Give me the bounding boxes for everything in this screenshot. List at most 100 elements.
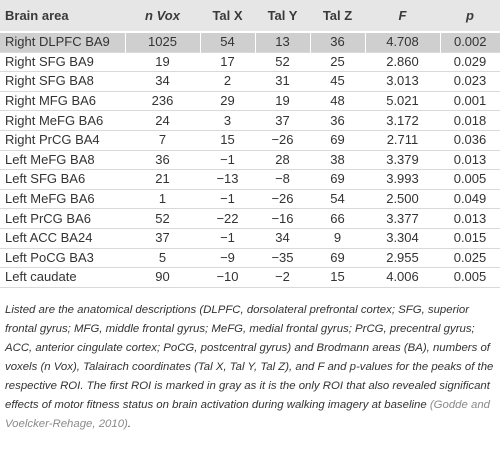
cell-f: 3.013 [386, 73, 419, 89]
cell-p: 0.013 [453, 151, 487, 167]
cell-tal-z: 15 [330, 269, 345, 285]
table-row: Left PrCG BA6 52 −22 −16 66 3.377 0.013 [0, 209, 500, 229]
table-row: Left MeFG BA6 1 −1 −26 54 2.500 0.049 [0, 189, 500, 209]
cell-tal-y: 52 [275, 53, 290, 69]
cell-brain-area: Right SFG BA8 [5, 73, 94, 89]
footnote-citation: (Godde and Voelcker-Rehage, 2010) [5, 399, 491, 430]
footnote-text: Listed are the anatomical descriptions (… [5, 304, 494, 411]
cell-f: 2.860 [386, 53, 419, 69]
table-row: Right SFG BA9 19 17 52 25 2.860 0.029 [0, 52, 500, 72]
cell-tal-z: 69 [330, 171, 345, 187]
cell-tal-x: 17 [220, 53, 235, 69]
cell-tal-z: 54 [330, 191, 345, 207]
table-row: Right DLPFC BA9 1025 54 13 36 4.708 0.002 [0, 32, 500, 53]
table-row: Left SFG BA6 21 −13 −8 69 3.993 0.005 [0, 170, 500, 190]
cell-tal-y: 31 [275, 73, 290, 89]
cell-tal-z: 36 [330, 112, 345, 128]
cell-brain-area: Right MFG BA6 [5, 93, 97, 109]
cell-f: 3.304 [386, 230, 419, 246]
cell-f: 4.708 [364, 32, 440, 53]
header-tal-x: Tal X [200, 0, 255, 33]
cell-tal-y: 19 [275, 93, 290, 109]
cell-tal-x: 15 [220, 132, 235, 148]
cell-tal-x: 29 [220, 93, 235, 109]
cell-tal-y: −35 [271, 249, 294, 265]
cell-tal-z: 36 [309, 32, 365, 53]
cell-brain-area: Right DLPFC BA9 [0, 32, 125, 53]
table-row: Right PrCG BA4 7 15 −26 69 2.711 0.036 [0, 130, 500, 151]
table-row: Left PoCG BA3 5 −9 −35 69 2.955 0.025 [0, 248, 500, 268]
cell-p: 0.036 [453, 132, 487, 148]
table-footnote: Listed are the anatomical descriptions (… [0, 297, 500, 434]
cell-f: 3.379 [386, 151, 419, 167]
cell-n-vox: 7 [158, 132, 167, 148]
cell-tal-y: −8 [275, 171, 290, 187]
cell-p: 0.025 [453, 249, 487, 265]
cell-f: 3.377 [386, 210, 419, 226]
table-body: Right DLPFC BA9 1025 54 13 36 4.708 0.002 Right… [0, 32, 500, 288]
cell-f: 2.500 [386, 191, 419, 207]
cell-tal-y: 28 [275, 151, 290, 167]
cell-tal-z: 9 [333, 230, 342, 246]
cell-p: 0.013 [453, 210, 487, 226]
header-p: p [440, 0, 500, 33]
cell-p: 0.049 [453, 191, 487, 207]
cell-n-vox: 34 [155, 73, 170, 89]
cell-p: 0.001 [453, 93, 487, 109]
cell-p: 0.005 [453, 269, 487, 285]
cell-brain-area: Left PrCG BA6 [5, 210, 91, 226]
cell-tal-z: 69 [330, 249, 345, 265]
header-brain-area: Brain area [0, 0, 125, 33]
cell-brain-area: Right MeFG BA6 [5, 112, 104, 128]
cell-tal-x: −1 [220, 230, 235, 246]
cell-tal-x: 3 [223, 112, 232, 128]
cell-n-vox: 24 [155, 112, 170, 128]
cell-brain-area: Left SFG BA6 [5, 171, 86, 187]
cell-n-vox: 1 [158, 191, 167, 207]
cell-brain-area: Left PoCG BA3 [5, 249, 94, 265]
cell-f: 2.711 [386, 132, 419, 148]
cell-p: 0.018 [453, 112, 487, 128]
cell-f: 5.021 [386, 93, 419, 109]
cell-n-vox: 52 [155, 210, 170, 226]
header-f: F [365, 0, 440, 33]
cell-tal-y: 34 [275, 230, 290, 246]
cell-f: 3.993 [386, 171, 419, 187]
cell-p: 0.015 [453, 230, 487, 246]
cell-tal-x: −9 [220, 249, 235, 265]
cell-tal-y: 37 [275, 112, 290, 128]
cell-tal-y: −16 [271, 210, 294, 226]
header-n-vox: n Vox [125, 0, 200, 33]
cell-tal-y: −26 [271, 191, 294, 207]
cell-tal-y: −2 [275, 269, 290, 285]
cell-tal-y: 13 [254, 32, 310, 53]
cell-tal-z: 38 [330, 151, 345, 167]
cell-tal-y: −26 [271, 132, 294, 148]
cell-n-vox: 19 [155, 53, 170, 69]
cell-brain-area: Right SFG BA9 [5, 53, 94, 69]
cell-tal-z: 69 [330, 132, 345, 148]
cell-n-vox: 5 [158, 249, 167, 265]
cell-p: 0.029 [453, 53, 487, 69]
table-row: Right MeFG BA6 24 3 37 36 3.172 0.018 [0, 111, 500, 131]
cell-brain-area: Left MeFG BA6 [5, 191, 95, 207]
table-row: Left MeFG BA8 36 −1 28 38 3.379 0.013 [0, 150, 500, 170]
table-row: Left caudate 90 −10 −2 15 4.006 0.005 [0, 268, 500, 288]
header-tal-y: Tal Y [255, 0, 310, 33]
cell-tal-x: 54 [199, 32, 255, 53]
cell-tal-x: −10 [216, 269, 239, 285]
cell-tal-x: −22 [216, 210, 239, 226]
cell-brain-area: Right PrCG BA4 [5, 132, 100, 148]
cell-tal-z: 66 [330, 210, 345, 226]
cell-tal-z: 48 [330, 93, 345, 109]
cell-n-vox: 21 [155, 171, 170, 187]
cell-p: 0.002 [439, 32, 500, 53]
cell-f: 2.955 [386, 249, 419, 265]
table-row: Left ACC BA24 37 −1 34 9 3.304 0.015 [0, 228, 500, 249]
cell-tal-x: 2 [223, 73, 232, 89]
cell-brain-area: Left ACC BA24 [5, 230, 93, 246]
cell-n-vox: 1025 [124, 32, 200, 53]
footnote-end: . [127, 418, 132, 430]
table-header-row: Brain area n Vox Tal X Tal Y Tal Z F p [0, 0, 500, 33]
